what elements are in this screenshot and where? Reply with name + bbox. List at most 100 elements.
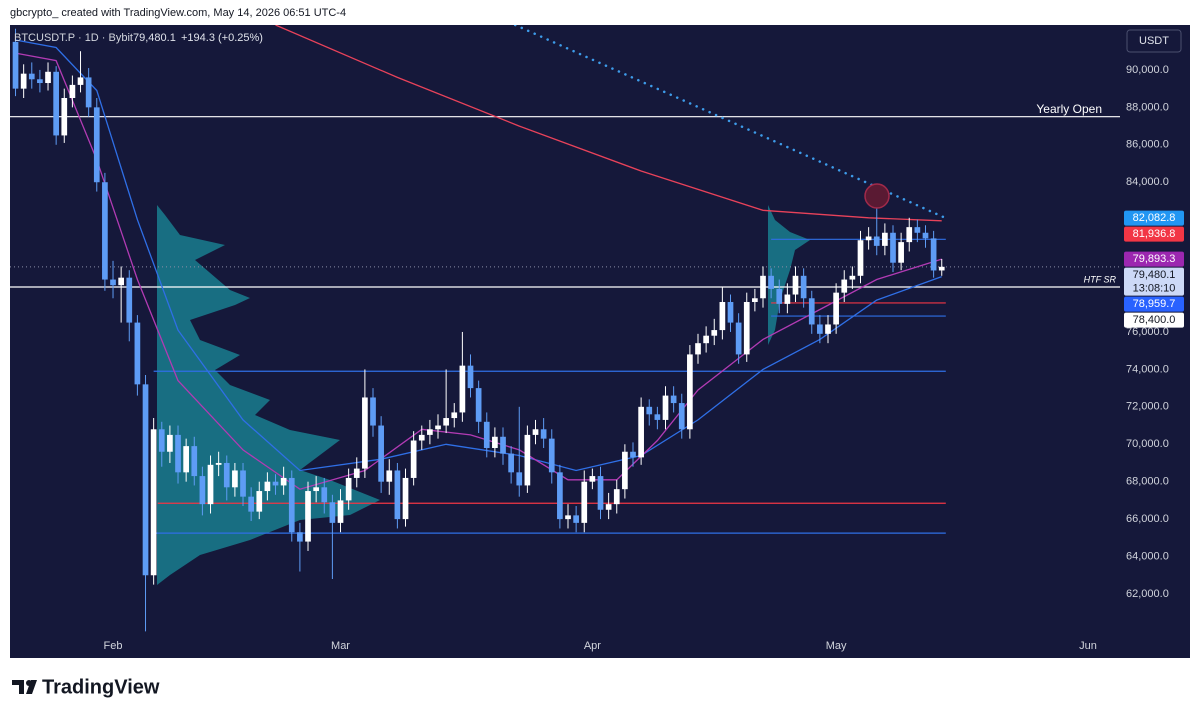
header: gbcrypto_ created with TradingView.com, … (10, 7, 346, 19)
candle-body (402, 477, 409, 520)
candle-body (102, 182, 108, 280)
candle-body (776, 288, 783, 304)
candle-body (256, 491, 263, 512)
candle-body (540, 429, 547, 439)
candle-body (280, 477, 287, 486)
candle-body (345, 477, 352, 501)
candle-body (882, 232, 888, 246)
series-layer (10, 25, 1120, 632)
candle-body (687, 354, 693, 430)
candle-body (305, 491, 311, 542)
y-tick-label: 74,000.0 (1126, 363, 1169, 375)
candle-body (28, 73, 35, 80)
candle-body (890, 232, 896, 263)
candle-body (703, 335, 709, 344)
candle-body (183, 446, 189, 473)
y-tick-label: 86,000.0 (1126, 139, 1169, 151)
candle-body (20, 73, 27, 89)
candle-body (45, 71, 51, 84)
candle-body (158, 429, 165, 452)
candle-body (175, 434, 181, 473)
candle-body (573, 515, 579, 523)
candle-body (638, 406, 644, 458)
candle-body (557, 472, 563, 520)
candle-body (735, 322, 742, 355)
candle-body (508, 453, 514, 473)
x-tick-label: Apr (584, 640, 601, 652)
candle-body (938, 266, 945, 271)
plot-area (10, 25, 1120, 632)
candle-body (77, 77, 84, 85)
y-tick-label: 64,000.0 (1126, 550, 1169, 562)
candle-body (134, 322, 141, 385)
candle-body (12, 41, 19, 89)
candle-body (678, 403, 685, 430)
candle-body (906, 227, 913, 243)
volume-profile (768, 205, 810, 345)
candle-body (394, 470, 401, 520)
candle-body (313, 487, 319, 492)
candle-body (483, 421, 490, 448)
candle-body (898, 242, 904, 263)
indicator-line (513, 25, 948, 220)
price-label-box (1124, 267, 1184, 296)
candle-body (240, 470, 246, 497)
countdown: 13:08:10 (1133, 282, 1176, 294)
candle-body (69, 84, 76, 98)
candle-body (435, 425, 441, 430)
candle-body (727, 302, 734, 323)
y-tick-label: 90,000.0 (1126, 64, 1169, 76)
candle-body (768, 275, 774, 289)
candle-body (516, 472, 523, 486)
x-tick-label: May (826, 640, 847, 652)
candle-body (922, 232, 929, 239)
candle-body (930, 238, 937, 271)
candle-body (61, 97, 68, 136)
candle-body (126, 277, 133, 323)
candle-body (817, 324, 823, 334)
y-tick-label: 66,000.0 (1126, 513, 1169, 525)
candle-body (654, 414, 661, 420)
candle-body (743, 302, 750, 355)
y-tick-label: 70,000.0 (1126, 438, 1169, 450)
candle-body (532, 429, 539, 435)
candle-body (589, 476, 596, 482)
candle-body (808, 298, 815, 325)
candle-body (646, 406, 653, 415)
candle-body (370, 397, 376, 426)
candle-body (329, 502, 336, 523)
candle-body (191, 446, 198, 477)
candle-body (605, 504, 612, 510)
logo-text: TradingView (42, 676, 160, 698)
price-label-box (1124, 296, 1184, 312)
y-tick-label: 68,000.0 (1126, 476, 1169, 488)
candle-body (662, 395, 669, 420)
currency-button[interactable] (1126, 29, 1182, 53)
price-label: 81,936.8 (1133, 228, 1176, 240)
price-label-box (1124, 251, 1184, 267)
candle-body (565, 515, 571, 520)
candle-body (53, 71, 59, 136)
legend-symbol: BTCUSDT.P · 1D · Bybit (14, 32, 133, 44)
candle-body (410, 440, 417, 478)
candle-body (873, 236, 880, 246)
candle-body (719, 302, 726, 331)
candle-body (418, 434, 425, 441)
candle-body (467, 365, 474, 389)
candle-body (500, 436, 506, 454)
candle-body (321, 487, 328, 503)
candle-body (199, 476, 206, 505)
logo-icon (12, 680, 37, 694)
candle-body (264, 481, 271, 492)
candle-body (760, 275, 766, 299)
candle-body (150, 429, 157, 576)
level-label: Yearly Open (1036, 102, 1102, 116)
legend-change: +194.3 (+0.25%) (181, 32, 263, 44)
logo-dot (26, 680, 32, 686)
y-tick-label: 72,000.0 (1126, 401, 1169, 413)
candle-body (914, 227, 921, 233)
candle-body (825, 324, 831, 334)
price-label: 78,400.0 (1133, 314, 1176, 326)
candle-body (548, 438, 555, 473)
